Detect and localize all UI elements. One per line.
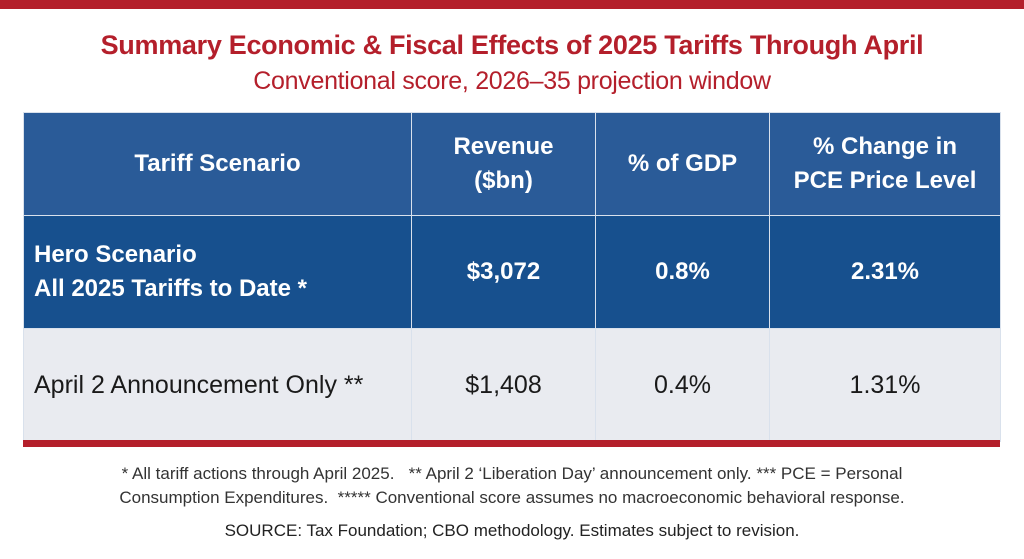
- cell-scenario: Hero Scenario All 2025 Tariffs to Date *: [23, 215, 412, 329]
- summary-table: Tariff Scenario Revenue ($bn) % of GDP %…: [23, 112, 1001, 442]
- cell-pce: 2.31%: [769, 215, 1001, 329]
- header-revenue: Revenue ($bn): [411, 112, 596, 216]
- cell-pce: 1.31%: [769, 328, 1001, 442]
- cell-gdp: 0.8%: [595, 215, 770, 329]
- cell-revenue: $1,408: [411, 328, 596, 442]
- page-title: Summary Economic & Fiscal Effects of 202…: [100, 30, 924, 60]
- cell-revenue: $3,072: [411, 215, 596, 329]
- cell-scenario: April 2 Announcement Only **: [23, 328, 412, 442]
- header-pce-line1: % Change in: [812, 133, 957, 160]
- header-revenue-line2: ($bn): [474, 167, 533, 194]
- cell-gdp: 0.4%: [595, 328, 770, 442]
- source-note: SOURCE: Tax Foundation; CBO methodology.…: [224, 521, 800, 540]
- header-gdp: % of GDP: [595, 112, 770, 216]
- footnote-line1: * All tariff actions through April 2025.…: [121, 464, 903, 483]
- table-row: April 2 Announcement Only ** $1,408 0.4%…: [23, 328, 1001, 442]
- scenario-line1: Hero Scenario: [34, 241, 197, 268]
- header-revenue-line1: Revenue: [453, 133, 554, 160]
- bottom-accent-bar: [23, 440, 1000, 447]
- scenario-line2: All 2025 Tariffs to Date *: [34, 275, 307, 302]
- page-subtitle: Conventional score, 2026–35 projection w…: [253, 67, 771, 95]
- footnote-line2: Consumption Expenditures. ***** Conventi…: [119, 488, 905, 507]
- table-header-row: Tariff Scenario Revenue ($bn) % of GDP %…: [23, 112, 1001, 216]
- footnotes: * All tariff actions through April 2025.…: [0, 462, 1024, 510]
- header-pce: % Change in PCE Price Level: [769, 112, 1001, 216]
- table-row: Hero Scenario All 2025 Tariffs to Date *…: [23, 215, 1001, 329]
- header-tariff-scenario: Tariff Scenario: [23, 112, 412, 216]
- header-pce-line2: PCE Price Level: [793, 167, 977, 194]
- top-accent-bar: [0, 0, 1024, 9]
